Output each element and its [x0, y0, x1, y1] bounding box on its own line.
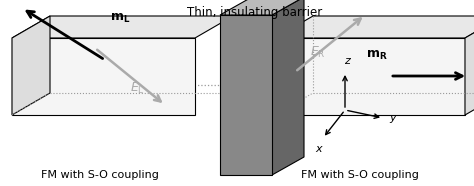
Polygon shape	[275, 16, 474, 38]
Text: z: z	[344, 56, 350, 66]
Polygon shape	[12, 16, 233, 38]
Polygon shape	[12, 16, 50, 115]
Polygon shape	[272, 0, 304, 175]
Text: Thin, insulating barrier: Thin, insulating barrier	[187, 6, 323, 19]
Text: $\mathbf{m}_\mathbf{R}$: $\mathbf{m}_\mathbf{R}$	[366, 49, 388, 62]
Text: $\mathbf{m}_\mathbf{L}$: $\mathbf{m}_\mathbf{L}$	[110, 12, 130, 25]
Polygon shape	[465, 16, 474, 115]
Polygon shape	[220, 0, 304, 15]
Text: $\mathit{E}_\mathrm{L}$: $\mathit{E}_\mathrm{L}$	[130, 81, 145, 96]
Polygon shape	[275, 38, 465, 115]
Text: FM with S-O coupling: FM with S-O coupling	[301, 170, 419, 180]
Text: $\mathit{E}_\mathrm{R}$: $\mathit{E}_\mathrm{R}$	[310, 44, 326, 60]
Text: FM with S-O coupling: FM with S-O coupling	[41, 170, 159, 180]
Text: x: x	[316, 144, 322, 154]
Polygon shape	[220, 15, 272, 175]
Text: y: y	[389, 113, 396, 123]
Polygon shape	[12, 38, 195, 115]
